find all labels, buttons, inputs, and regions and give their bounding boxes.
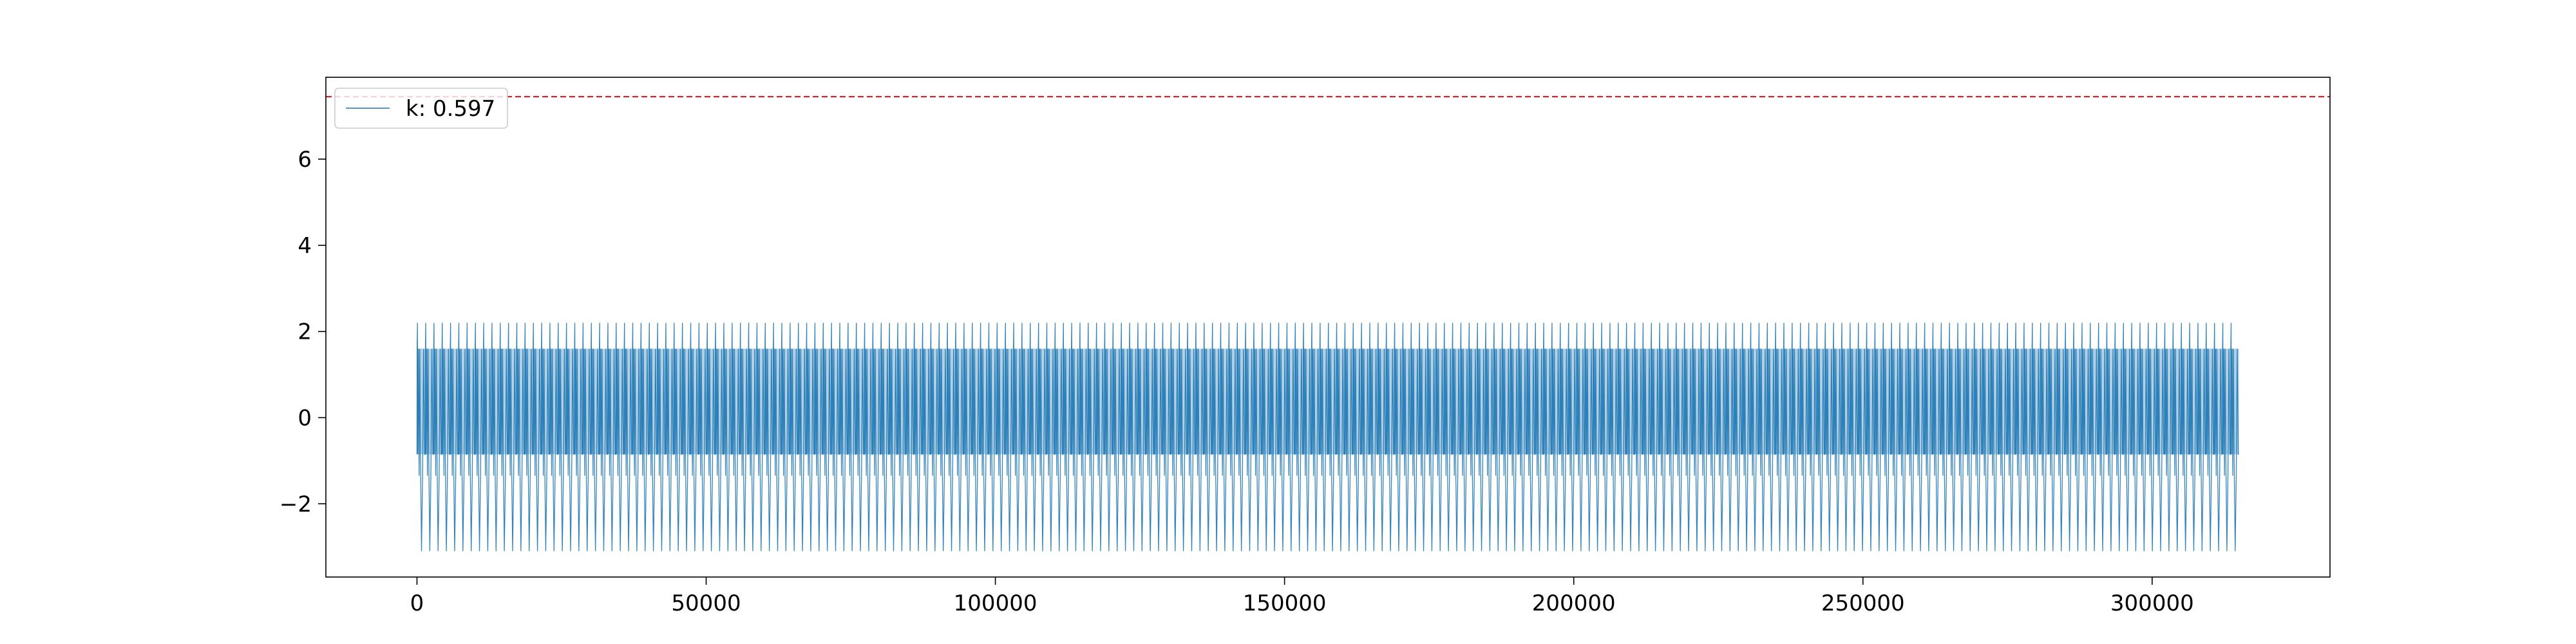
x-tick-label: 200000 [1532,591,1616,616]
legend-series-label: k: 0.597 [406,96,495,122]
plot-area [326,77,2330,577]
y-tick-label: −2 [279,491,312,517]
series-0-dense-band [417,348,2239,455]
plot-frame [325,77,2331,578]
y-tick-label: 4 [298,233,312,259]
x-tick-label: 150000 [1243,591,1327,616]
y-tick-label: 2 [298,319,312,345]
legend: k: 0.597 [334,88,508,129]
x-tick-label: 50000 [671,591,741,616]
x-tick-label: 300000 [2110,591,2194,616]
x-tick-label: 0 [410,591,424,616]
x-tick-label: 100000 [954,591,1037,616]
x-tick-label: 250000 [1821,591,1905,616]
y-tick-label: 6 [298,147,312,173]
y-tick-label: 0 [298,405,312,431]
series-0-line [416,323,2239,551]
legend-box [334,88,508,129]
